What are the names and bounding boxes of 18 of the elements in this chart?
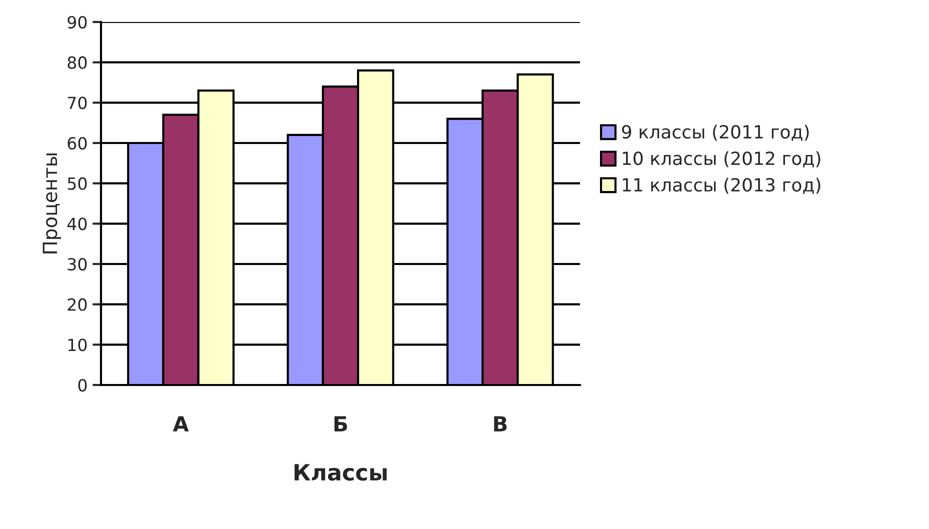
y-tick-label: 70 — [68, 96, 87, 110]
y-tick-label: 50 — [68, 177, 87, 190]
legend-label: 10 классы (2012 год) — [622, 151, 820, 168]
y-tick-label: 20 — [68, 298, 87, 311]
y-tick-label: 80 — [68, 56, 87, 69]
y-axis-title: Проценты — [42, 154, 62, 254]
x-axis-title: Классы — [294, 464, 387, 481]
legend-label: 11 классы (2013 год) — [622, 178, 820, 194]
y-tick-label: 60 — [68, 136, 87, 150]
x-tick-label: А — [172, 416, 189, 432]
y-tick-label: 30 — [68, 258, 87, 271]
y-tick-label: 0 — [78, 378, 87, 392]
y-tick-label: 10 — [68, 338, 87, 352]
x-tick-label: Б — [334, 416, 347, 432]
x-tick-label: В — [494, 416, 507, 432]
y-tick-label: 90 — [68, 16, 87, 29]
legend-label: 9 классы (2011 год) — [622, 124, 809, 141]
y-tick-label: 40 — [67, 218, 87, 230]
